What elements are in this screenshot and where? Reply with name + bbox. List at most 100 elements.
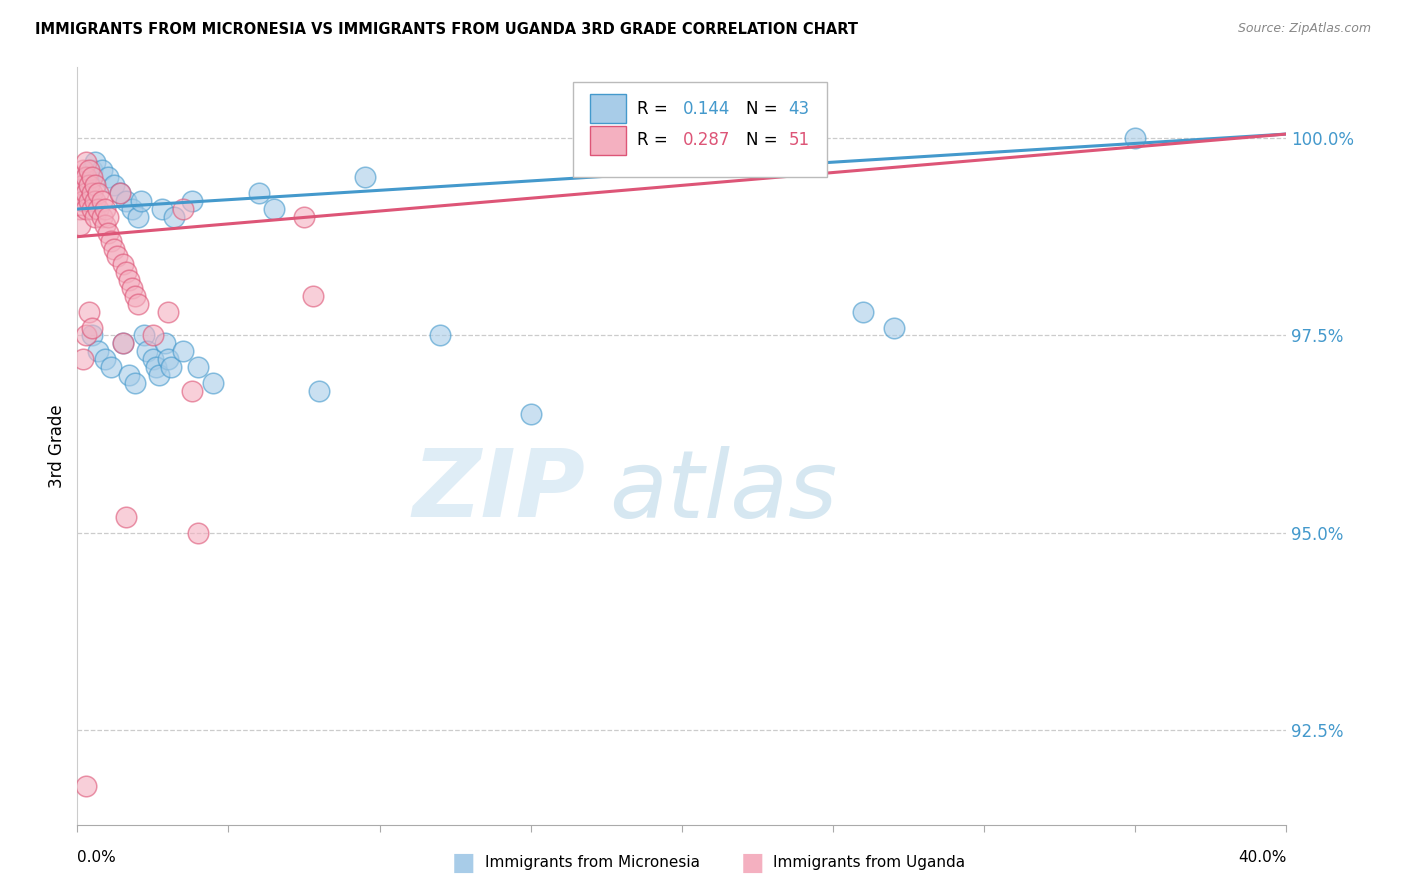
Point [114,194,136,209]
Text: ■: ■ [741,851,763,874]
Point [75,186,97,201]
Point [96,210,118,224]
Point [93,352,115,367]
Point [129,194,152,209]
Point [84,194,107,209]
Point [108,186,131,201]
Point [142,352,165,367]
Point [72,186,94,201]
Text: 43: 43 [789,100,810,118]
Point [87,344,110,359]
Point [93,202,115,216]
Point [121,202,143,216]
Point [302,289,325,303]
Point [148,368,170,382]
Point [111,257,134,271]
Point [111,336,134,351]
Point [308,384,330,398]
Point [72,178,94,193]
Point [96,226,118,240]
Text: IMMIGRANTS FROM MICRONESIA VS IMMIGRANTS FROM UGANDA 3RD GRADE CORRELATION CHART: IMMIGRANTS FROM MICRONESIA VS IMMIGRANTS… [35,22,858,37]
Point [181,194,204,209]
Point [429,328,451,343]
Point [202,376,225,390]
Point [87,186,110,201]
Point [75,779,97,793]
Point [79,162,101,177]
Text: 0.287: 0.287 [683,131,731,150]
Point [79,178,101,193]
Point [127,210,149,224]
Point [90,162,112,177]
Point [82,202,104,216]
Point [103,242,125,256]
Text: atlas: atlas [609,446,838,537]
Point [75,170,97,185]
Text: 51: 51 [789,131,810,150]
Point [75,202,97,216]
Point [69,202,91,216]
FancyBboxPatch shape [591,126,626,155]
Point [84,210,107,224]
FancyBboxPatch shape [591,95,626,123]
Point [79,194,101,209]
Point [114,510,136,524]
Point [69,170,91,185]
Point [247,186,270,201]
Text: Immigrants from Micronesia: Immigrants from Micronesia [485,855,700,870]
Point [135,344,157,359]
Point [163,210,186,224]
Point [118,273,141,287]
Text: R =: R = [637,100,673,118]
Point [150,202,173,216]
Point [72,194,94,209]
Text: ZIP: ZIP [412,445,585,538]
Point [172,202,194,216]
Point [82,162,104,177]
Point [124,289,146,303]
Point [82,320,104,334]
Point [353,170,375,185]
Point [103,178,125,193]
Text: Immigrants from Uganda: Immigrants from Uganda [773,855,966,870]
Point [121,281,143,295]
Point [157,304,180,318]
Point [1125,131,1147,145]
Point [100,234,122,248]
Y-axis label: 3rd Grade: 3rd Grade [48,404,66,488]
Point [100,359,122,374]
Text: N =: N = [747,100,783,118]
Point [124,376,146,390]
Point [84,154,107,169]
Text: 40.0%: 40.0% [1239,850,1286,865]
Point [82,170,104,185]
Point [79,304,101,318]
Point [520,408,543,422]
Point [111,336,134,351]
Point [69,186,91,201]
Point [108,186,131,201]
Point [145,359,167,374]
Point [87,202,110,216]
Text: ■: ■ [453,851,475,874]
Point [181,384,204,398]
Point [82,328,104,343]
Point [72,352,94,367]
Point [75,170,97,185]
Point [160,359,183,374]
Point [263,202,285,216]
Point [142,328,165,343]
Point [292,210,315,224]
Text: 0.144: 0.144 [683,100,731,118]
FancyBboxPatch shape [574,82,827,177]
Point [82,186,104,201]
Point [84,178,107,193]
Point [157,352,180,367]
Text: 0.0%: 0.0% [77,850,117,865]
Point [114,265,136,279]
Point [79,178,101,193]
Point [75,328,97,343]
Text: N =: N = [747,131,783,150]
Point [72,162,94,177]
Point [187,525,209,540]
